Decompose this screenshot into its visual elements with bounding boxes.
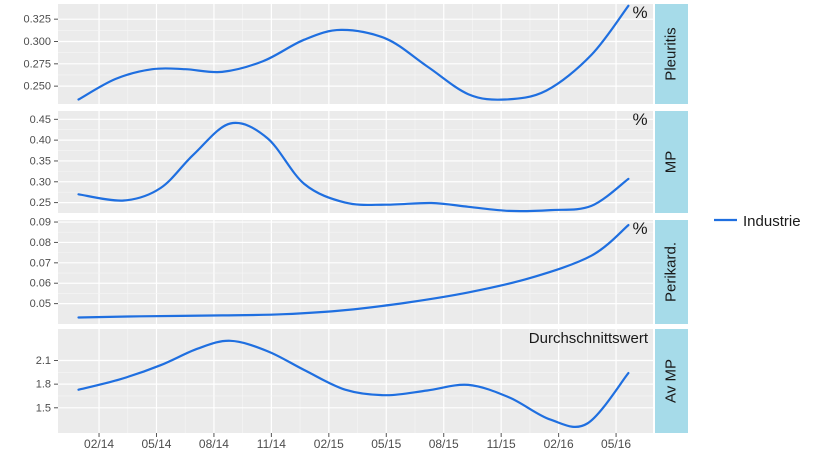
y-tick-label: 0.40 (30, 135, 51, 147)
panel-background (58, 220, 653, 324)
y-tick-label: 1.5 (36, 402, 51, 414)
series-line-industrie (77, 339, 630, 428)
y-tick-label: 2.1 (36, 355, 51, 367)
y-tick-label: 0.250 (23, 81, 51, 93)
series-line-industrie (77, 224, 630, 319)
panel-annotation: % (632, 3, 647, 22)
series-line-industrie (77, 121, 630, 213)
y-tick-label: 0.06 (30, 278, 51, 290)
y-tick-label: 0.325 (23, 14, 51, 26)
x-tick-label: 02/15 (314, 437, 344, 451)
y-tick-label: 0.30 (30, 176, 51, 188)
y-tick-label: 0.08 (30, 237, 51, 249)
y-tick-label: 0.35 (30, 155, 51, 167)
facet-strip-label: MP (662, 151, 679, 174)
panel-background (58, 329, 653, 433)
panel-annotation: % (632, 110, 647, 129)
x-tick-label: 02/14 (84, 437, 114, 451)
facet-strip (655, 220, 688, 324)
x-tick-label: 08/14 (199, 437, 229, 451)
x-tick-label: 05/15 (371, 437, 401, 451)
facet-strip (655, 329, 688, 433)
y-tick-label: 0.45 (30, 114, 51, 126)
facet-strip-label: Pleuritis (662, 27, 679, 80)
facet-strip (655, 111, 688, 213)
x-tick-label: 02/16 (544, 437, 574, 451)
x-tick-label: 11/14 (257, 437, 286, 451)
y-tick-label: 0.05 (30, 298, 51, 310)
y-tick-label: 1.8 (36, 379, 51, 391)
x-tick-label: 05/14 (141, 437, 171, 451)
panel-annotation: Durchschnittswert (529, 330, 649, 347)
legend-label: Industrie (743, 213, 801, 230)
panel-annotation: % (632, 219, 647, 238)
series-line-industrie (77, 4, 630, 101)
x-tick-label: 11/15 (487, 437, 516, 451)
y-tick-label: 0.07 (30, 257, 51, 269)
y-tick-label: 0.25 (30, 197, 51, 209)
panel-background (58, 111, 653, 213)
x-tick-label: 08/15 (429, 437, 459, 451)
y-tick-label: 0.09 (30, 217, 51, 229)
facet-strip (655, 4, 688, 104)
facet-strip-label: Perikard. (662, 242, 679, 302)
y-tick-label: 0.275 (23, 58, 51, 70)
facet-strip-label: Av MP (662, 359, 679, 403)
y-tick-label: 0.300 (23, 36, 51, 48)
x-tick-label: 05/16 (601, 437, 631, 451)
